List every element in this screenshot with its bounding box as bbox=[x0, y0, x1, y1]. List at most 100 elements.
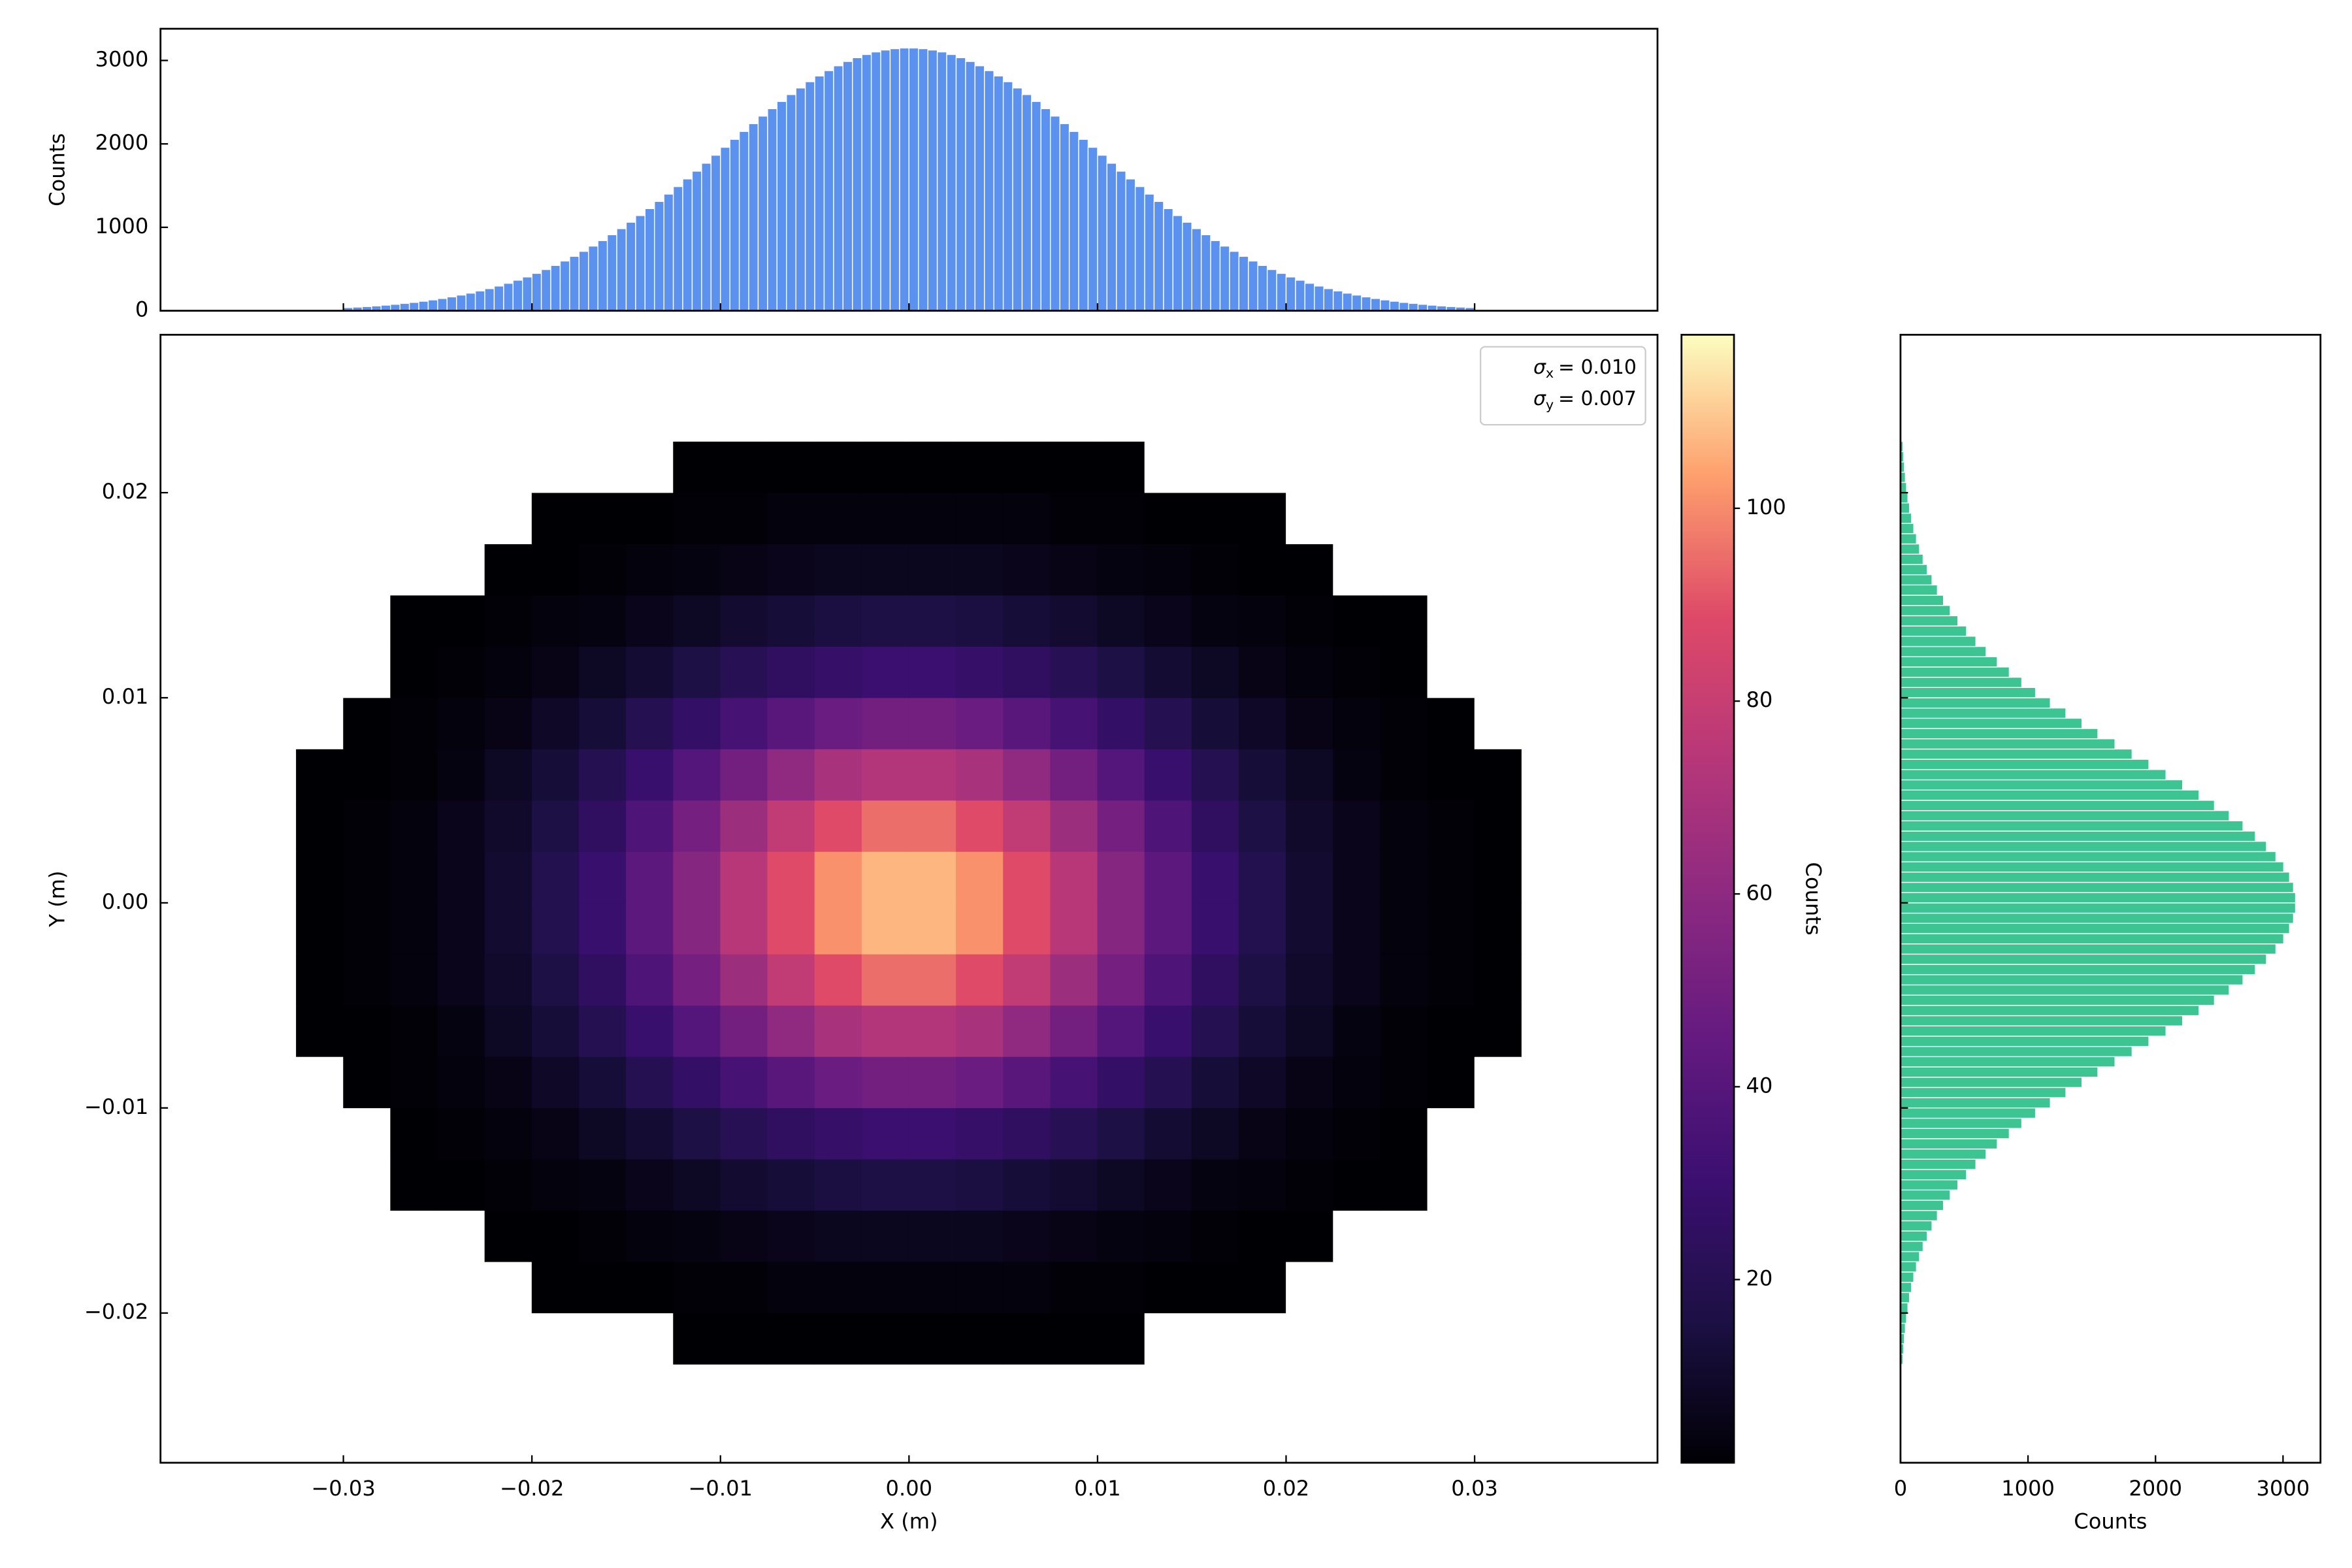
cell bbox=[1050, 646, 1098, 698]
cell bbox=[531, 749, 580, 801]
bar bbox=[1040, 108, 1051, 312]
bar bbox=[1172, 215, 1183, 312]
bar bbox=[870, 51, 881, 312]
cell bbox=[1427, 1005, 1475, 1057]
cell bbox=[343, 902, 391, 955]
cell bbox=[1616, 851, 1658, 904]
cell bbox=[1521, 1313, 1569, 1365]
cell bbox=[1003, 1261, 1051, 1314]
x-tick-label: −0.03 bbox=[311, 1476, 375, 1501]
cell bbox=[1144, 441, 1192, 493]
bar bbox=[1900, 533, 1918, 545]
colorbar-tick-label: 40 bbox=[1746, 1073, 1772, 1098]
cell bbox=[861, 749, 909, 801]
cell bbox=[484, 1056, 532, 1109]
bar bbox=[484, 288, 495, 312]
cell bbox=[201, 1313, 250, 1365]
cell bbox=[767, 749, 815, 801]
cell bbox=[1286, 1107, 1333, 1160]
cell bbox=[1333, 1158, 1381, 1211]
bar bbox=[437, 298, 448, 312]
cell bbox=[1474, 492, 1522, 544]
bar bbox=[1900, 1148, 1987, 1160]
cell bbox=[673, 1261, 721, 1314]
cell bbox=[1144, 851, 1192, 904]
cell bbox=[1333, 851, 1381, 904]
bar bbox=[1900, 974, 2244, 986]
cell bbox=[296, 851, 344, 904]
bar bbox=[1900, 1241, 1924, 1252]
cell bbox=[1616, 646, 1658, 698]
cell bbox=[343, 441, 391, 493]
bar bbox=[1900, 789, 2200, 801]
cell bbox=[343, 492, 391, 544]
bar bbox=[701, 163, 712, 312]
bar bbox=[663, 193, 674, 312]
cell bbox=[1474, 646, 1522, 698]
bar bbox=[1900, 1189, 1951, 1201]
y-tick-label: 2000 bbox=[95, 130, 149, 155]
cell bbox=[1333, 544, 1381, 596]
cell bbox=[767, 492, 815, 544]
cell bbox=[1333, 800, 1381, 852]
cell bbox=[248, 851, 297, 904]
bar bbox=[1380, 299, 1390, 312]
cell bbox=[160, 851, 203, 904]
cell bbox=[390, 697, 438, 749]
cell bbox=[296, 544, 344, 596]
cell bbox=[673, 902, 721, 955]
cell bbox=[201, 1158, 250, 1211]
cell bbox=[1616, 697, 1658, 749]
cell bbox=[1616, 1210, 1658, 1262]
cell bbox=[248, 902, 297, 955]
cell bbox=[1003, 646, 1051, 698]
cell bbox=[1191, 1005, 1239, 1057]
cell bbox=[1474, 1415, 1522, 1463]
cell bbox=[390, 389, 438, 442]
cell bbox=[1569, 441, 1616, 493]
bar bbox=[1900, 523, 1914, 534]
cell bbox=[1380, 595, 1428, 647]
cell bbox=[160, 1005, 203, 1057]
bar bbox=[1900, 1005, 2200, 1017]
cell bbox=[720, 544, 768, 596]
cell bbox=[1380, 902, 1428, 955]
cell bbox=[484, 1107, 532, 1160]
bar bbox=[889, 48, 900, 312]
bar bbox=[757, 116, 768, 312]
cell bbox=[296, 338, 344, 391]
cell bbox=[578, 697, 627, 749]
cell bbox=[531, 595, 580, 647]
cell bbox=[296, 389, 344, 442]
cell bbox=[1003, 954, 1051, 1006]
cell bbox=[767, 1107, 815, 1160]
cell bbox=[1144, 1364, 1192, 1416]
cell bbox=[531, 389, 580, 442]
cell bbox=[1144, 1210, 1192, 1262]
cell bbox=[1380, 1158, 1428, 1211]
bar bbox=[880, 49, 891, 312]
cell bbox=[1003, 389, 1051, 442]
cell bbox=[673, 749, 721, 801]
legend-box bbox=[1479, 346, 1646, 426]
cell bbox=[767, 851, 815, 904]
cell bbox=[1333, 338, 1381, 391]
cell bbox=[1097, 1261, 1145, 1314]
cell bbox=[1238, 1210, 1286, 1262]
cell bbox=[1474, 851, 1522, 904]
cell bbox=[201, 1261, 250, 1314]
cell bbox=[956, 1364, 1004, 1416]
cell bbox=[1238, 441, 1286, 493]
x-tick-label: −0.02 bbox=[500, 1476, 564, 1501]
cell bbox=[248, 1210, 297, 1262]
cell bbox=[248, 1107, 297, 1160]
cell bbox=[578, 1210, 627, 1262]
cell bbox=[1286, 544, 1333, 596]
cell bbox=[908, 1005, 956, 1057]
cell bbox=[626, 595, 674, 647]
cell bbox=[767, 338, 815, 391]
cell bbox=[437, 902, 485, 955]
cell bbox=[1286, 954, 1333, 1006]
bar bbox=[1900, 584, 1938, 596]
cell bbox=[1286, 697, 1333, 749]
